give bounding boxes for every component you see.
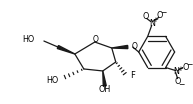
- Text: HO: HO: [23, 35, 35, 44]
- Text: O: O: [157, 11, 163, 20]
- Polygon shape: [57, 46, 75, 54]
- Polygon shape: [112, 45, 128, 49]
- Text: O: O: [132, 41, 138, 51]
- Text: −: −: [186, 60, 193, 69]
- Text: O: O: [142, 12, 149, 21]
- Text: −: −: [179, 80, 185, 89]
- Text: O: O: [182, 63, 189, 72]
- Text: +: +: [178, 66, 184, 72]
- Text: N: N: [174, 67, 179, 76]
- Text: F: F: [130, 71, 135, 80]
- Text: N: N: [149, 19, 155, 28]
- Polygon shape: [103, 71, 106, 86]
- Text: O: O: [174, 77, 181, 86]
- Text: HO: HO: [47, 76, 59, 85]
- Text: O: O: [93, 35, 99, 44]
- Text: +: +: [153, 17, 159, 24]
- Text: OH: OH: [99, 85, 111, 94]
- Text: −: −: [160, 8, 167, 17]
